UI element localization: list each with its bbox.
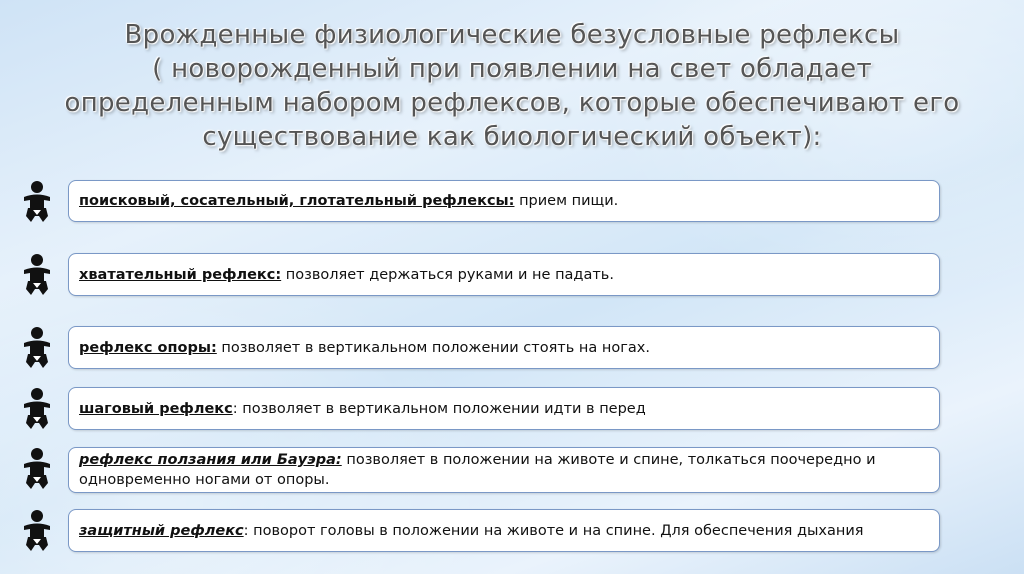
reflex-box: рефлекс ползания или Бауэра: позволяет в… [68, 447, 940, 493]
reflex-box: хватательный рефлекс: позволяет держатьс… [68, 253, 940, 296]
reflex-box: шаговый рефлекс: позволяет в вертикально… [68, 387, 940, 430]
title-line: Врожденные физиологические безусловные р… [124, 20, 900, 50]
reflex-term: хватательный рефлекс: [79, 266, 282, 283]
baby-icon [20, 387, 54, 431]
reflex-term: рефлекс опоры: [79, 339, 217, 356]
reflex-description: : поворот головы в положении на животе и… [243, 522, 864, 539]
reflex-term: рефлекс ползания или Бауэра: [79, 452, 342, 468]
reflex-description: позволяет в вертикальном положении стоят… [216, 339, 650, 356]
reflex-box: защитный рефлекс: поворот головы в полож… [68, 509, 940, 552]
reflex-box: рефлекс опоры: позволяет в вертикальном … [68, 326, 940, 369]
reflex-term: шаговый рефлекс [79, 400, 233, 417]
reflex-box: поисковый, сосательный, глотательный реф… [68, 180, 940, 222]
baby-icon [20, 253, 54, 297]
reflex-term: поисковый, сосательный, глотательный реф… [79, 193, 515, 209]
baby-icon [20, 509, 54, 553]
reflex-term: защитный рефлекс [79, 522, 244, 539]
reflex-description: позволяет в положении на животе и спине,… [79, 452, 876, 488]
slide-title: Врожденные физиологические безусловные р… [0, 18, 1024, 154]
baby-icon [20, 180, 54, 224]
title-line: существование как биологический объект): [202, 122, 822, 152]
title-line: определенным набором рефлексов, которые … [64, 88, 960, 118]
baby-icon [20, 447, 54, 491]
reflex-description: прием пищи. [514, 193, 619, 209]
reflex-description: : позволяет в вертикальном положении идт… [232, 400, 646, 417]
title-line: ( новорожденный при появлении на свет об… [152, 54, 872, 84]
reflex-description: позволяет держаться руками и не падать. [281, 266, 614, 283]
baby-icon [20, 326, 54, 370]
